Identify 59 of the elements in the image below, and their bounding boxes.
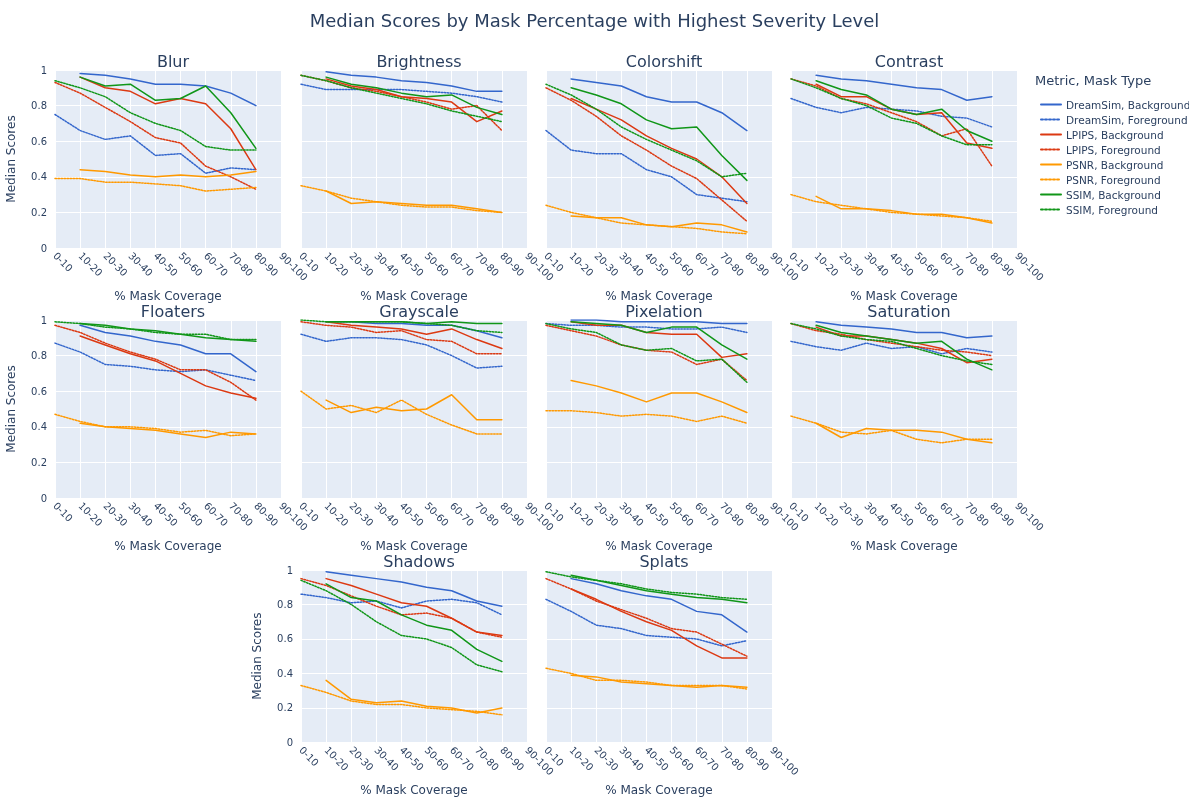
x-axis-title: % Mask Coverage — [114, 288, 222, 303]
chart-title: Floaters — [140, 301, 206, 321]
y-tick-label: 0.6 — [31, 385, 47, 397]
y-axis-title: Median Scores — [4, 365, 18, 453]
y-tick-label: 0.8 — [31, 100, 47, 112]
legend-label: SSIM, Background — [1066, 188, 1161, 201]
x-axis-title: % Mask Coverage — [605, 538, 713, 553]
x-axis-title: % Mask Coverage — [114, 538, 222, 553]
x-axis-title: % Mask Coverage — [605, 288, 713, 303]
y-tick-label: 0.6 — [277, 633, 293, 645]
y-tick-label: 0.4 — [277, 667, 293, 679]
x-axis-title: % Mask Coverage — [605, 783, 713, 797]
y-axis-title: Median Scores — [250, 612, 264, 700]
y-axis-title: Median Scores — [4, 115, 18, 203]
chart-title: Splats — [639, 551, 689, 571]
x-axis-title: % Mask Coverage — [360, 538, 468, 553]
x-axis-title: % Mask Coverage — [360, 783, 468, 797]
chart-title: Brightness — [376, 51, 462, 71]
line-series — [79, 76, 257, 171]
y-tick-label: 1 — [286, 564, 293, 576]
chart-title: Shadows — [383, 551, 455, 571]
text: Median Scores by Mask Percentage with Highest Severity Level — [308, 10, 881, 31]
y-tick-label: 1 — [40, 314, 47, 326]
line-series — [79, 72, 257, 107]
x-axis-title: % Mask Coverage — [850, 538, 958, 553]
y-tick-label: 0.4 — [31, 421, 47, 433]
y-tick-label: 0.4 — [31, 171, 47, 183]
legend-label: DreamSim, Foreground — [1066, 113, 1188, 126]
y-tick-label: 0.8 — [277, 598, 293, 610]
legend-label: PSNR, Foreground — [1066, 173, 1161, 186]
y-tick-label: 0.6 — [31, 135, 47, 147]
line-series — [79, 168, 257, 178]
chart-title: Contrast — [874, 51, 944, 71]
line-series — [54, 342, 257, 382]
line-series — [300, 684, 503, 716]
y-tick-label: 0.2 — [31, 206, 47, 218]
chart-title: Colorshift — [625, 51, 703, 71]
line-series — [54, 113, 257, 174]
legend-label: SSIM, Foreground — [1066, 203, 1158, 216]
line-series — [325, 583, 503, 663]
legend-label: LPIPS, Background — [1066, 128, 1164, 141]
legend-title: Metric, Mask Type — [1035, 73, 1152, 88]
y-tick-label: 0.2 — [277, 702, 293, 714]
x-axis-title: % Mask Coverage — [850, 288, 958, 303]
legend-label: DreamSim, Background — [1066, 98, 1189, 111]
y-tick-label: 0 — [40, 492, 47, 504]
line-series — [54, 177, 257, 192]
y-tick-label: 0.8 — [31, 350, 47, 362]
line-series — [300, 579, 503, 673]
y-tick-label: 0 — [40, 242, 47, 254]
legend-label: LPIPS, Foreground — [1066, 143, 1161, 156]
line-series — [54, 81, 257, 191]
x-axis-title: % Mask Coverage — [360, 288, 468, 303]
line-series — [79, 324, 257, 373]
y-tick-label: 0.2 — [31, 456, 47, 468]
y-tick-label: 0 — [286, 736, 293, 748]
legend-label: PSNR, Background — [1066, 158, 1164, 171]
y-tick-label: 1 — [40, 64, 47, 76]
chart-title: Blur — [156, 51, 190, 71]
